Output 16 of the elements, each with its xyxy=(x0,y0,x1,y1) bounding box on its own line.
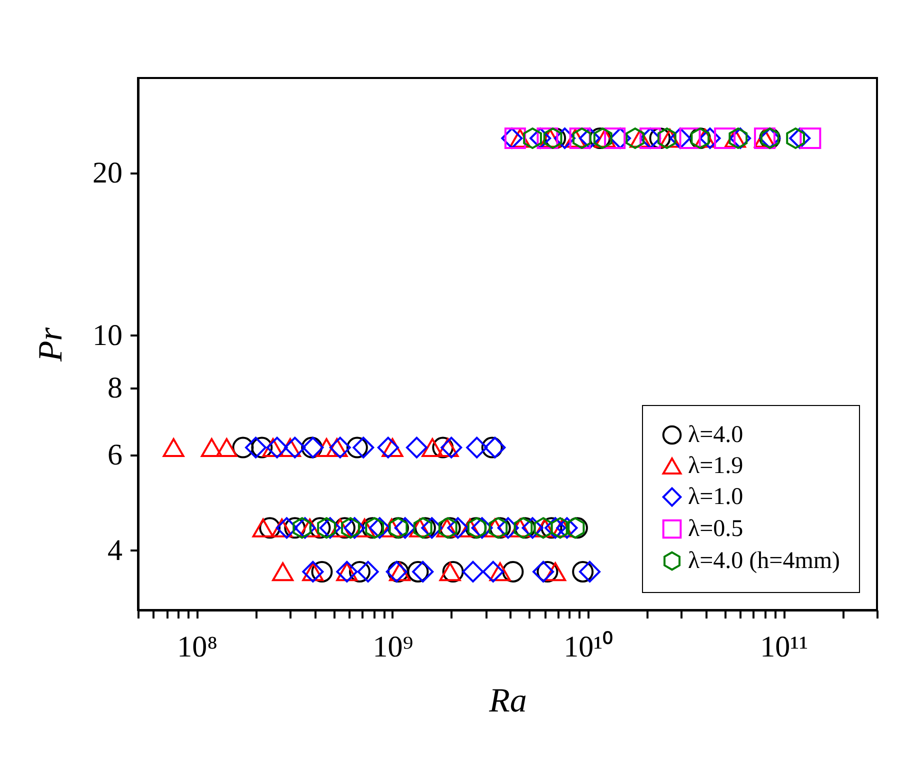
x-tick-label: 10¹⁰ xyxy=(564,630,614,664)
legend-label: λ=1.9 xyxy=(688,453,744,479)
legend-label: λ=4.0 xyxy=(688,422,744,448)
legend-label: λ=0.5 xyxy=(688,516,744,542)
x-tick-label: 10¹¹ xyxy=(760,630,808,664)
legend-label: λ=4.0 (h=4mm) xyxy=(688,548,840,574)
y-tick-label: 10 xyxy=(92,318,122,352)
y-axis-title: Pr xyxy=(32,326,70,362)
x-axis-title: Ra xyxy=(488,682,527,720)
y-tick-label: 6 xyxy=(108,438,122,472)
y-tick-label: 8 xyxy=(108,371,122,404)
legend-label: λ=1.0 xyxy=(688,484,744,510)
y-tick-label: 4 xyxy=(108,534,122,567)
x-tick-label: 10⁹ xyxy=(372,630,414,664)
x-tick-label: 10⁸ xyxy=(177,630,218,664)
y-tick-label: 20 xyxy=(92,156,122,190)
